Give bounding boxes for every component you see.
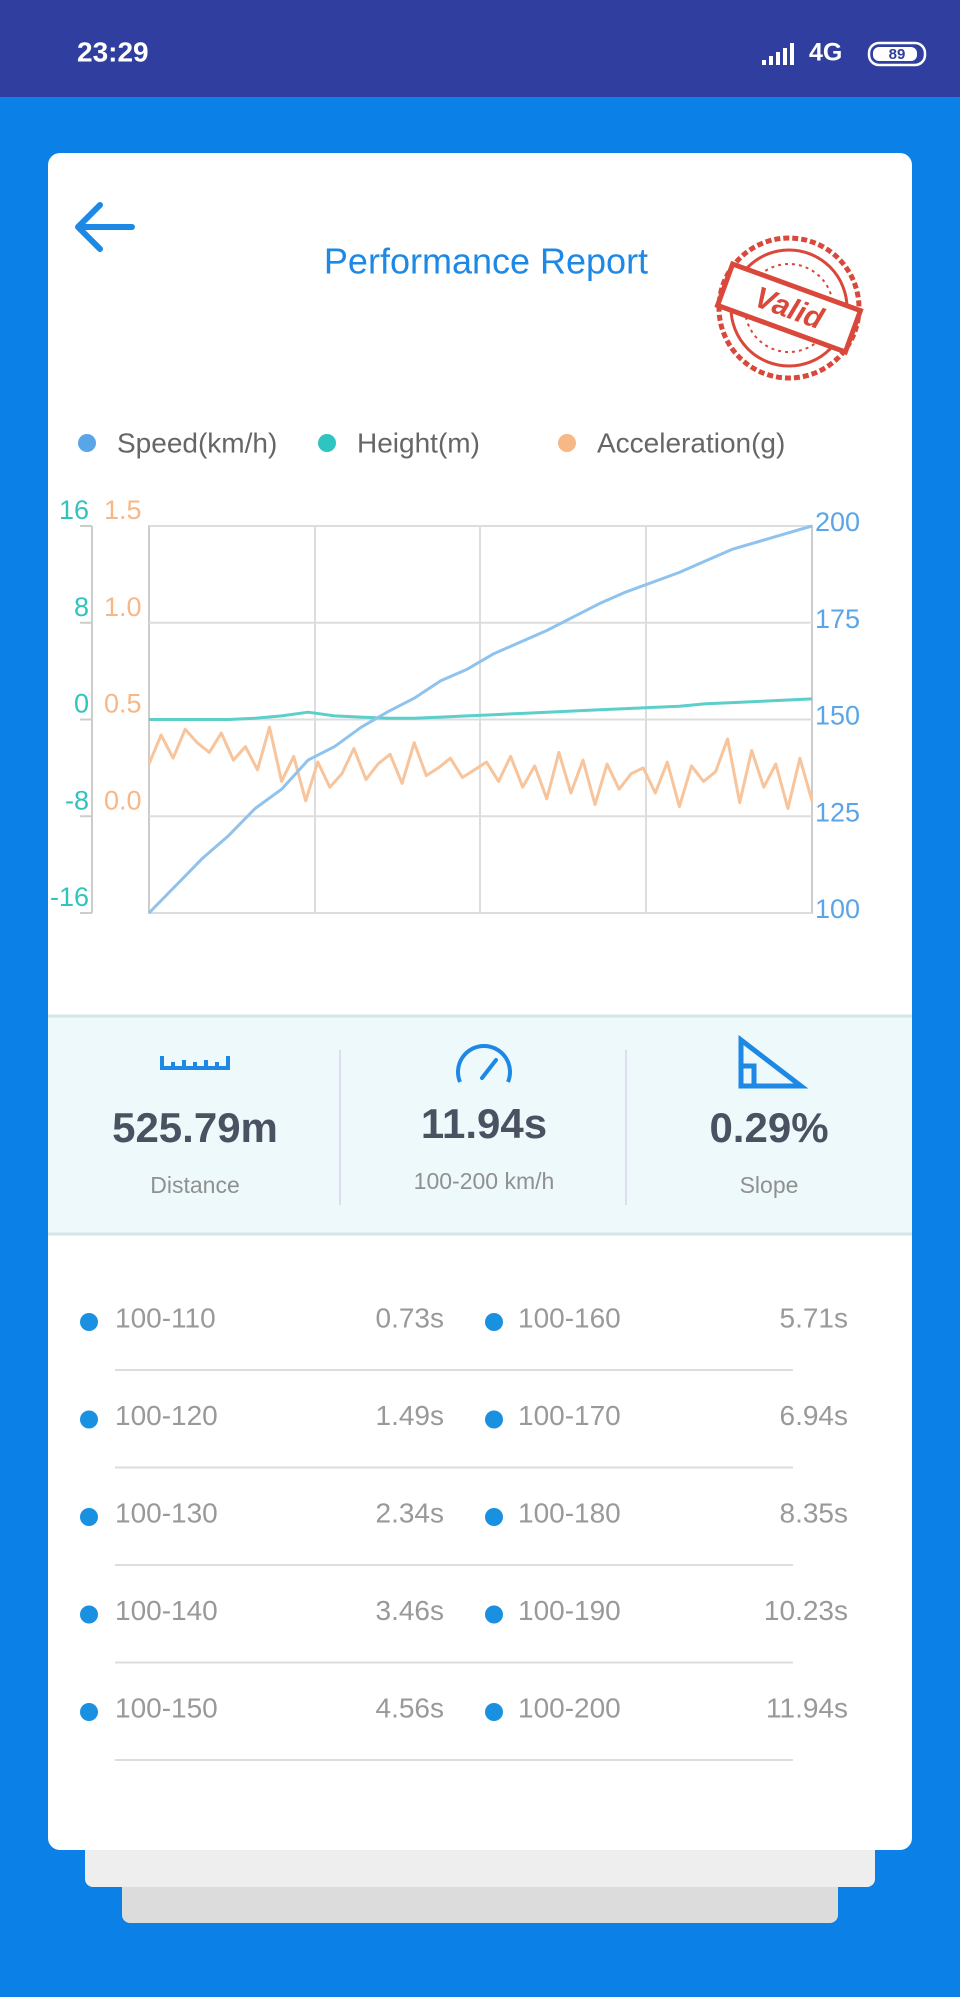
stat-label: 100-200 km/h [414, 1168, 555, 1194]
valid-stamp: Valid [714, 235, 864, 381]
network: 4G [809, 39, 842, 67]
split-label: 100-190 [518, 1595, 621, 1626]
split-dot [80, 1508, 98, 1526]
split-dot [485, 1508, 503, 1526]
split-label: 100-170 [518, 1400, 621, 1431]
y-tick-label: -16 [50, 882, 89, 912]
stat-value: 525.79m [112, 1104, 278, 1151]
series-line [147, 524, 813, 915]
split-dot [485, 1605, 503, 1624]
y3-tick-label: 0.0 [104, 785, 142, 815]
slope-icon [738, 1034, 809, 1089]
split-time: 10.23s [764, 1595, 848, 1626]
split-time: 1.49s [376, 1400, 445, 1431]
split-label: 100-180 [518, 1497, 621, 1528]
stats-panel [48, 1015, 912, 1235]
split-time: 4.56s [376, 1692, 445, 1723]
split-time: 0.73s [376, 1302, 445, 1333]
split-time: 8.35s [780, 1497, 849, 1528]
legend-dot [318, 434, 336, 452]
split-label: 100-200 [518, 1692, 621, 1723]
status-bar [0, 0, 960, 97]
split-dot [80, 1410, 98, 1429]
split-dot [485, 1703, 503, 1721]
stat-value: 0.29% [709, 1104, 828, 1151]
split-label: 100-110 [115, 1302, 216, 1333]
split-dot [80, 1605, 98, 1624]
split-label: 100-120 [115, 1400, 218, 1431]
split-dot [485, 1410, 503, 1429]
split-dot [80, 1703, 98, 1721]
y2-tick-label: 200 [815, 507, 860, 537]
y3-tick-label: 1.5 [104, 495, 142, 525]
battery-fill [873, 47, 917, 61]
y-tick-label: 8 [74, 592, 89, 622]
legend-label: Height(m) [357, 427, 480, 458]
signal-icon [762, 43, 794, 65]
split-dot [80, 1313, 98, 1331]
chart: -16 -8 0 8 16 0.0 0.5 1.0 1.5 100 125 150 175 200 [50, 495, 860, 924]
status-time: 23:29 [77, 36, 149, 67]
split-time: 2.34s [376, 1497, 445, 1528]
split-label: 100-150 [115, 1692, 218, 1723]
split-time: 3.46s [376, 1595, 445, 1626]
y-tick-label: 0 [74, 689, 89, 719]
battery-level: 89 [889, 46, 906, 63]
split-time: 11.94s [766, 1692, 848, 1723]
stat-value: 11.94s [421, 1100, 547, 1147]
split-time: 5.71s [780, 1302, 849, 1333]
split-label: 100-140 [115, 1595, 218, 1626]
split-time: 6.94s [780, 1400, 849, 1431]
ruler-icon [160, 1056, 230, 1070]
y-tick-label: 16 [59, 495, 89, 525]
y-tick-label: -8 [65, 785, 89, 815]
page-title: Performance Report [324, 241, 648, 282]
y2-tick-label: 125 [815, 797, 860, 827]
legend-label: Acceleration(g) [597, 427, 785, 458]
y2-tick-label: 150 [815, 701, 860, 731]
stat-label: Distance [150, 1172, 239, 1198]
y3-tick-label: 0.5 [104, 689, 142, 719]
split-label: 100-130 [115, 1497, 218, 1528]
legend-dot [558, 434, 576, 452]
battery-outline [867, 41, 927, 67]
series-line [147, 725, 814, 810]
legend-label: Speed(km/h) [117, 427, 277, 458]
stat-label: Slope [740, 1172, 799, 1198]
card [48, 153, 912, 1850]
split-dot [485, 1313, 503, 1331]
back-button[interactable] [75, 202, 135, 252]
y2-tick-label: 100 [815, 894, 860, 924]
y2-tick-label: 175 [815, 604, 860, 634]
series-line [149, 697, 813, 721]
legend-dot [78, 434, 96, 452]
speedometer-icon [456, 1044, 512, 1083]
y3-tick-label: 1.0 [104, 592, 142, 622]
split-label: 100-160 [518, 1302, 621, 1333]
